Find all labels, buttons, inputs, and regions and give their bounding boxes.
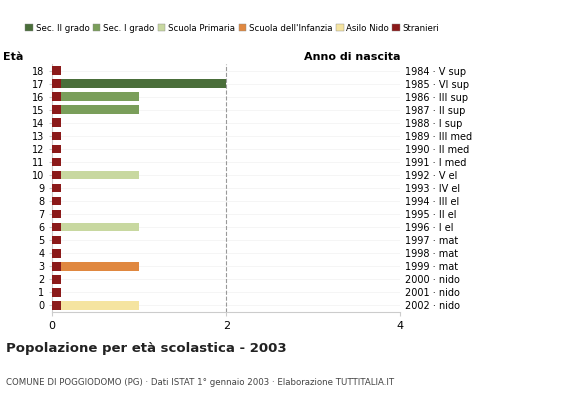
Bar <box>52 106 139 114</box>
Bar <box>52 118 61 127</box>
Bar <box>52 92 61 101</box>
Bar <box>52 171 61 179</box>
Bar <box>52 223 61 231</box>
Text: Anno di nascita: Anno di nascita <box>304 52 400 62</box>
Bar <box>52 210 61 218</box>
Text: Popolazione per età scolastica - 2003: Popolazione per età scolastica - 2003 <box>6 342 287 355</box>
Text: Età: Età <box>3 52 24 62</box>
Bar <box>52 92 139 101</box>
Bar <box>52 106 61 114</box>
Bar <box>52 301 139 310</box>
Bar <box>52 184 61 192</box>
Bar <box>52 262 61 270</box>
Bar <box>52 301 61 310</box>
Bar <box>52 223 139 231</box>
Bar <box>52 236 61 244</box>
Bar <box>52 66 61 75</box>
Bar <box>52 262 139 270</box>
Bar <box>52 275 61 284</box>
Text: COMUNE DI POGGIODOMO (PG) · Dati ISTAT 1° gennaio 2003 · Elaborazione TUTTITALIA: COMUNE DI POGGIODOMO (PG) · Dati ISTAT 1… <box>6 378 394 387</box>
Bar <box>52 79 61 88</box>
Bar <box>52 158 61 166</box>
Bar <box>52 144 61 153</box>
Legend: Sec. II grado, Sec. I grado, Scuola Primaria, Scuola dell'Infanzia, Asilo Nido, : Sec. II grado, Sec. I grado, Scuola Prim… <box>25 24 440 33</box>
Bar <box>52 79 226 88</box>
Bar <box>52 132 61 140</box>
Bar <box>52 197 61 205</box>
Bar <box>52 288 61 297</box>
Bar <box>52 171 139 179</box>
Bar <box>52 249 61 258</box>
